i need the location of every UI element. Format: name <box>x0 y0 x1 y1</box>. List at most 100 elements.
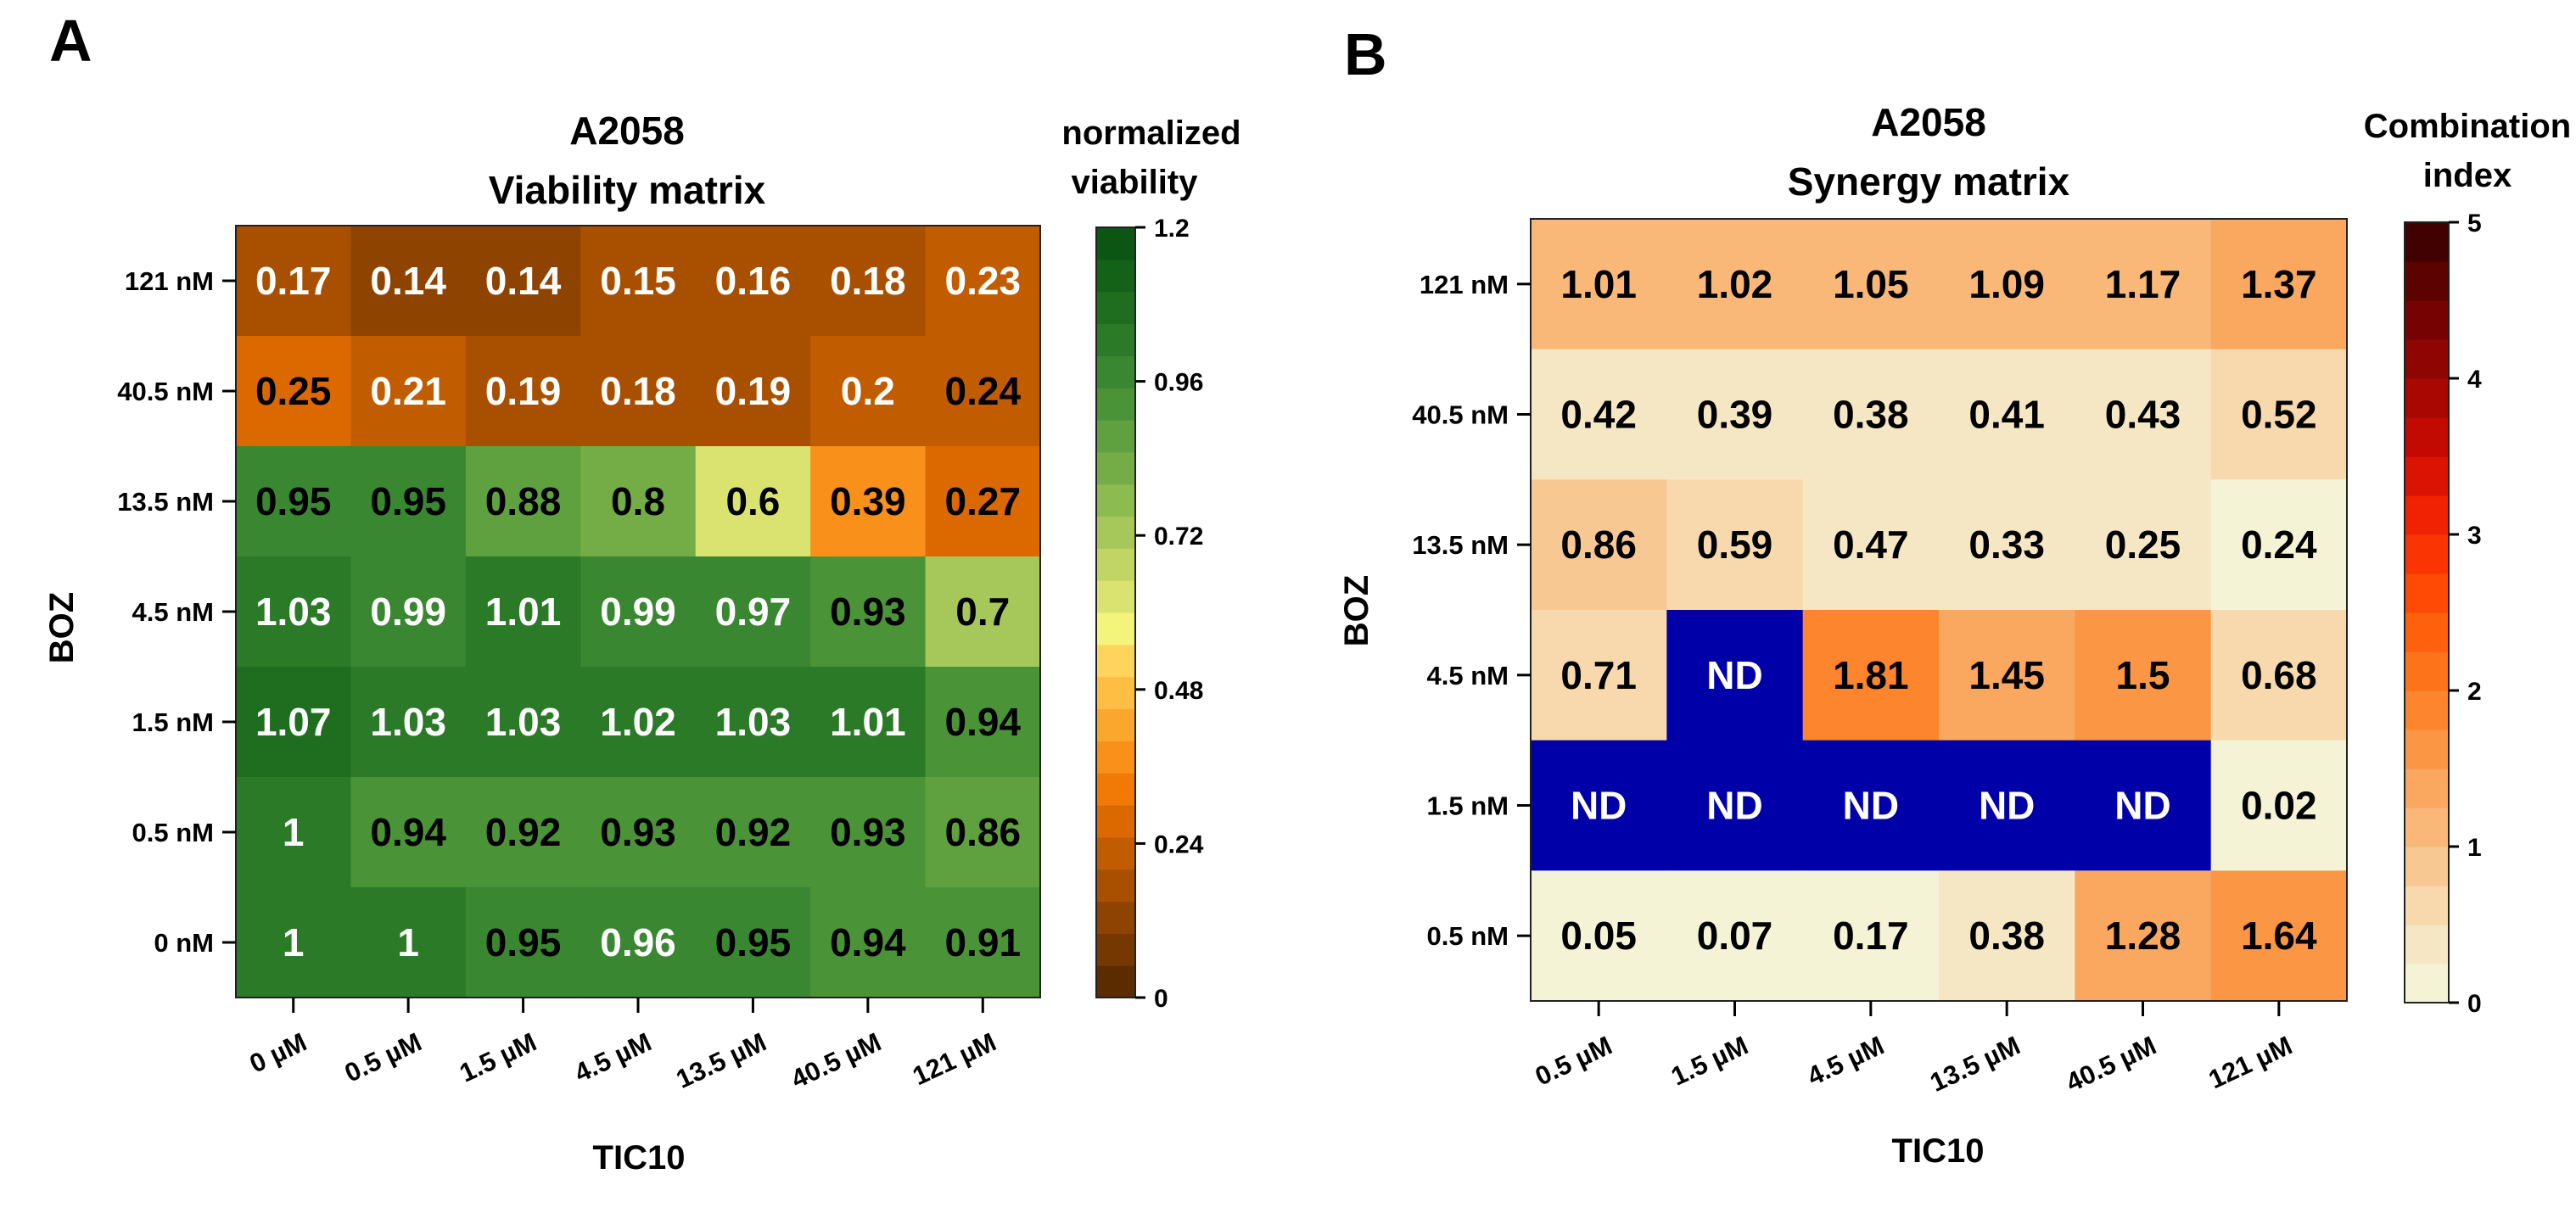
heatmap-cell <box>1939 219 2075 350</box>
cell-value-label: 0.23 <box>945 259 1022 303</box>
colorbar-segment <box>1096 516 1135 549</box>
heatmap-cell <box>1531 219 1667 350</box>
cell-value-label: 0.24 <box>945 369 1022 413</box>
colorbar-segment <box>2405 964 2449 1003</box>
heatmap-cell <box>925 226 1041 337</box>
y-tick-label: 1.5 nM <box>132 707 214 737</box>
cell-value-label: 0.02 <box>2241 784 2317 828</box>
cell-value-label: 0.25 <box>2105 523 2181 567</box>
heatmap-cell <box>2075 219 2212 350</box>
colorbar-segment <box>1096 773 1135 806</box>
cell-value-label: 0.25 <box>255 369 332 413</box>
cell-value-label: 0.24 <box>2241 523 2317 567</box>
heatmap-cell <box>1802 740 1940 871</box>
heatmap-cell <box>810 777 927 888</box>
cell-value-label: 1.01 <box>830 700 906 744</box>
x-tick-label: 121 µM <box>2204 1031 2297 1095</box>
heatmap-cell <box>1666 479 1804 611</box>
x-tick-label: 0.5 µM <box>340 1027 426 1088</box>
colorbar-segment <box>1096 805 1135 838</box>
cell-value-label: 0.99 <box>600 590 676 634</box>
cell-value-label: 0.21 <box>370 369 446 413</box>
x-tick-label: 13.5 µM <box>672 1027 771 1094</box>
heatmap-cell <box>236 887 352 998</box>
heatmap-cell <box>465 556 581 668</box>
heatmap-cell <box>1802 219 1940 350</box>
heatmap-cell <box>1939 479 2075 611</box>
heatmap-cell <box>1531 610 1667 741</box>
heatmap-cell <box>236 336 352 447</box>
cell-value-label: 0.92 <box>715 810 792 854</box>
cell-value-label: 0.91 <box>945 920 1022 964</box>
heatmap-cell <box>236 667 352 778</box>
panel-b-title-line1: A2058 <box>1871 100 1986 144</box>
colorbar-tick-label: 5 <box>2467 210 2482 238</box>
colorbar-segment <box>2405 339 2449 379</box>
heatmap-cell <box>1939 870 2075 1002</box>
cell-value-label: 0.43 <box>2105 393 2181 437</box>
cell-value-label: 1.03 <box>715 700 792 744</box>
colorbar-segment <box>2405 261 2449 301</box>
y-tick-label: 0 nM <box>154 928 214 958</box>
panel-a-title-line1: A2058 <box>569 109 685 153</box>
cell-value-label: 1.07 <box>255 700 332 744</box>
colorbar-segment <box>1096 708 1135 741</box>
cell-value-label: 0.95 <box>255 479 332 523</box>
panel-b-letter: B <box>1344 21 1387 87</box>
heatmap-cell <box>2075 870 2212 1002</box>
heatmap-cell <box>236 226 352 337</box>
panel-b: B A2058 Synergy matrix 1.01 1.02 1.05 1.09 1… <box>1338 21 2571 1170</box>
cell-value-label: 0.94 <box>370 810 446 854</box>
heatmap-frame <box>1530 218 2348 1002</box>
panel-b-x-axis-label: TIC10 <box>1892 1132 1985 1170</box>
panel-a-x-ticks: 0 µM 0.5 µM 1.5 µM 4.5 µM 13.5 µM 40.5 µM 121 … <box>245 998 1000 1094</box>
cell-value-label: 0.88 <box>485 479 562 523</box>
cell-value-label: ND <box>1979 784 2035 828</box>
panel-b-cells <box>1530 218 2348 1002</box>
colorbar-segment <box>2405 729 2449 769</box>
cell-value-label: 0.38 <box>1968 914 2045 958</box>
colorbar-segment <box>1096 901 1135 934</box>
colorbar-segment <box>1096 741 1135 774</box>
cell-value-label: 0.27 <box>945 479 1022 523</box>
cell-value-label: 0.99 <box>370 590 446 634</box>
panel-a-cell-labels: 0.17 0.14 0.14 0.15 0.16 0.18 0.230.25 0.21 0.19… <box>255 259 1022 964</box>
colorbar-segment <box>1096 484 1135 517</box>
heatmap-cell <box>580 556 697 668</box>
cell-value-label: 0.6 <box>725 479 780 523</box>
heatmap-cell <box>465 667 581 778</box>
panel-b-colorbar-title-line2: index <box>2423 157 2512 194</box>
cell-value-label: 0.42 <box>1560 393 1637 437</box>
colorbar-tick-label: 0 <box>2467 990 2482 1018</box>
colorbar-tick-label: 2 <box>2467 678 2482 706</box>
heatmap-cell <box>925 336 1041 447</box>
cell-value-label: 0.16 <box>715 259 792 303</box>
colorbar-segment <box>2405 925 2449 964</box>
colorbar-segment <box>1096 612 1135 646</box>
heatmap-cell <box>580 336 697 447</box>
cell-value-label: 0.94 <box>945 700 1022 744</box>
y-tick-label: 13.5 nM <box>117 487 214 517</box>
panel-b-colorbar-ticks: 0 1 2 3 4 5 <box>2449 210 2482 1018</box>
heatmap-cell <box>2210 870 2348 1002</box>
cell-value-label: 0.86 <box>945 810 1022 854</box>
heatmap-cell <box>580 226 697 337</box>
cell-value-label: 1.45 <box>1968 653 2045 697</box>
heatmap-cell <box>695 226 811 337</box>
cell-value-label: 0.93 <box>830 590 906 634</box>
cell-value-label: 0.94 <box>830 920 906 964</box>
heatmap-cell <box>1802 870 1940 1002</box>
x-tick-label: 40.5 µM <box>787 1027 886 1094</box>
cell-value-label: 1.17 <box>2105 262 2181 306</box>
colorbar-frame <box>1095 226 1136 998</box>
cell-value-label: 0.18 <box>600 369 676 413</box>
panel-a-colorbar-title-line2: viability <box>1072 164 1199 201</box>
panel-b-y-axis-label: BOZ <box>1338 575 1375 646</box>
heatmap-cell <box>2075 479 2212 611</box>
heatmap-cell <box>1939 740 2075 871</box>
heatmap-cell <box>810 667 927 778</box>
panel-b-cell-labels: 1.01 1.02 1.05 1.09 1.17 1.37 0.42 0.39 0.38 0.41… <box>1560 262 2317 958</box>
cell-value-label: ND <box>1706 784 1762 828</box>
heatmap-cell <box>350 777 467 888</box>
